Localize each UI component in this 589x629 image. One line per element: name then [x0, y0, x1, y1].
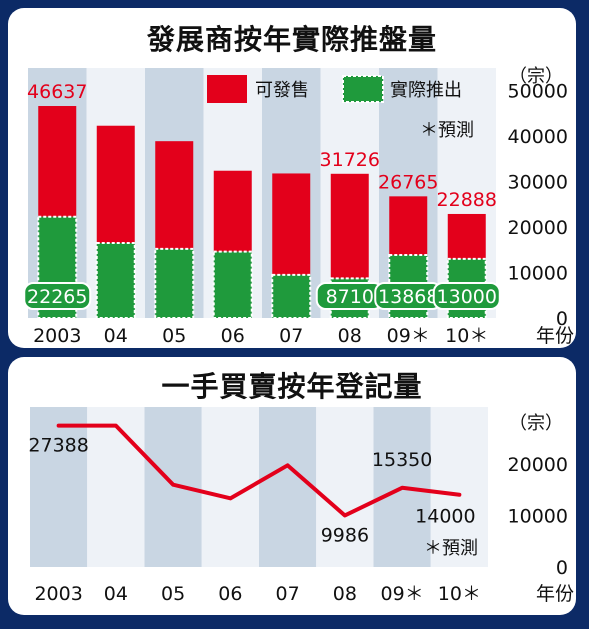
data-label-actual: 13000: [437, 286, 497, 308]
background-stripe: [259, 407, 317, 567]
x-axis-suffix: 年份: [536, 325, 574, 347]
bar-actual: [212, 250, 253, 320]
bar-available: [213, 170, 252, 252]
x-tick-label: 2003: [34, 583, 82, 605]
background-stripe: [30, 407, 88, 567]
forecast-note: ＊預測: [420, 120, 474, 141]
data-label-actual: 22265: [27, 286, 87, 308]
data-label: 14000: [415, 506, 475, 528]
x-tick-label: 05: [162, 325, 186, 347]
y-unit-label: （宗）: [509, 413, 563, 434]
chart-title: 發展商按年實際推盤量: [146, 23, 437, 56]
bar-available: [272, 173, 311, 275]
x-tick-label: 10＊: [438, 583, 481, 605]
data-label-total: 26765: [378, 171, 438, 193]
data-label-actual: 8710: [326, 286, 374, 308]
first-hand-sales-panel: 一手買賣按年登記量 27388 9986 15350 14000 （宗） 20000 100…: [8, 357, 576, 615]
bar-available: [155, 141, 194, 249]
x-tick-label: 09＊: [381, 583, 424, 605]
x-tick-label: 09＊: [387, 325, 430, 347]
data-label-total: 31726: [320, 149, 380, 171]
y-unit-label: （宗）: [509, 66, 563, 87]
x-tick-label: 07: [276, 583, 300, 605]
x-tick-label: 08: [338, 325, 362, 347]
y-tick-label: 0: [556, 557, 568, 579]
data-label-total: 46637: [27, 81, 87, 103]
y-tick-label: 30000: [508, 172, 568, 194]
background-stripe: [144, 407, 202, 567]
x-tick-label: 04: [104, 325, 128, 347]
background-stripe: [316, 407, 374, 567]
bar-actual: [271, 273, 312, 319]
x-tick-label: 04: [104, 583, 128, 605]
data-label-actual: 13868: [378, 286, 438, 308]
y-tick-label: 20000: [508, 217, 568, 239]
y-tick-label: 0: [556, 308, 568, 330]
legend-label-actual: 實際推出: [390, 80, 462, 101]
data-label-bg: [432, 282, 501, 310]
first-hand-sales-chart: 27388 9986 15350 14000 （宗） 20000 10000 0 2003 04 0…: [28, 407, 574, 605]
x-tick-label: 05: [161, 583, 185, 605]
bar-available: [38, 106, 77, 217]
data-label: 15350: [372, 449, 432, 471]
background-stripe: [87, 407, 145, 567]
bar-actual: [154, 247, 195, 319]
bar-available: [447, 213, 486, 259]
x-tick-label: 07: [279, 325, 303, 347]
series-line: [56, 423, 462, 518]
data-label-bg: [23, 282, 92, 310]
background-stripe: [430, 407, 488, 567]
legend-label-available: 可發售: [255, 80, 309, 101]
forecast-note: ＊預測: [424, 538, 478, 559]
developer-supply-panel: 發展商按年實際推盤量 46637 31726 26765 22888 22265 8710…: [8, 8, 576, 348]
data-label: 9986: [321, 524, 369, 546]
bar-available: [330, 173, 369, 279]
data-label-total: 22888: [437, 189, 497, 211]
x-tick-label: 06: [218, 583, 242, 605]
bar-available: [389, 196, 428, 255]
y-tick-label: 20000: [508, 454, 568, 476]
bar-available: [96, 125, 135, 243]
x-tick-label: 06: [221, 325, 245, 347]
data-label: 27388: [28, 435, 88, 457]
y-tick-label: 10000: [508, 505, 568, 527]
x-tick-label: 10＊: [445, 325, 488, 347]
y-tick-label: 50000: [508, 81, 568, 103]
y-tick-label: 40000: [508, 126, 568, 148]
chart-title: 一手買賣按年登記量: [161, 370, 423, 403]
x-tick-label: 08: [333, 583, 357, 605]
legend-swatch-available: [207, 75, 247, 103]
y-tick-label: 10000: [508, 263, 568, 285]
legend-swatch-actual: [342, 75, 384, 103]
x-tick-label: 2003: [33, 325, 81, 347]
bar-actual: [95, 242, 136, 319]
x-axis-suffix: 年份: [536, 583, 574, 605]
